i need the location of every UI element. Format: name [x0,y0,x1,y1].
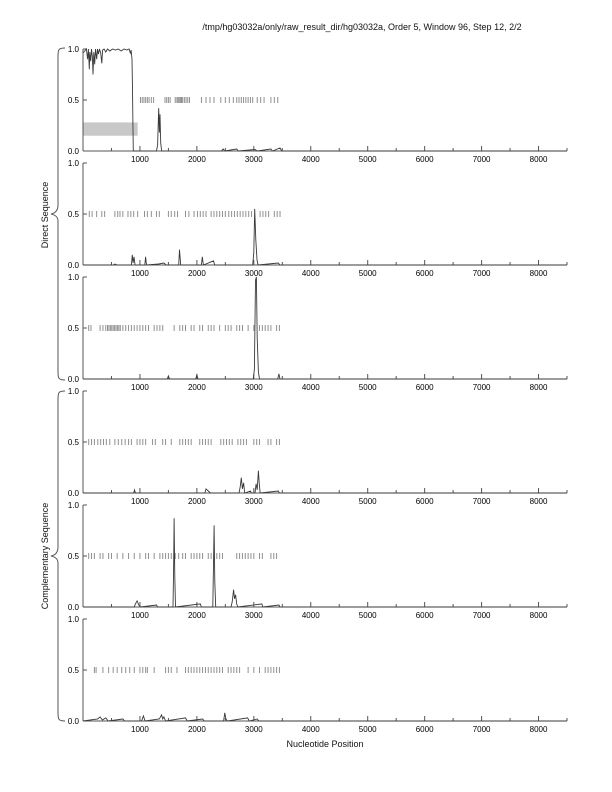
tick-label: 7000 [473,383,491,392]
tick-label: 6000 [416,383,434,392]
tick-label: 0.5 [68,552,80,561]
tick-label: 2000 [188,611,206,620]
tick-label: 5000 [359,611,377,620]
plot-panel-direct-1: 0.0 0.5 1.0 1000 2000 3000 4000 5000 6000 7000 800… [68,45,568,164]
tick-label: 0.5 [68,666,80,675]
tick-label: 1.0 [68,501,80,510]
tick-label: 1.0 [68,387,80,396]
tick-label: 7000 [473,155,491,164]
tick-label: 0.0 [68,603,80,612]
tick-label: 1000 [131,611,149,620]
tick-label: 3000 [245,269,263,278]
tick-label: 2000 [188,725,206,734]
tick-label: 8000 [530,725,548,734]
highlight-band [83,122,138,136]
tick-label: 5000 [359,725,377,734]
tick-label: 7000 [473,725,491,734]
tick-label: 0.0 [68,717,80,726]
tick-label: 0.0 [68,489,80,498]
tick-label: 5000 [359,269,377,278]
tick-label: 0.0 [68,147,80,156]
tick-label: 3000 [245,155,263,164]
tick-label: 7000 [473,497,491,506]
tick-label: 0.5 [68,96,80,105]
tick-label: 4000 [302,611,320,620]
plot-panel-complementary-2: 0.0 0.5 1.0 1000 2000 3000 4000 5000 6000 7000 800… [68,501,568,620]
tick-label: 0.0 [68,261,80,270]
tick-label: 6000 [416,497,434,506]
tick-label: 8000 [530,497,548,506]
score-curve [83,276,567,380]
tick-label: 2000 [188,383,206,392]
tick-label: 5000 [359,155,377,164]
tick-label: 3000 [245,611,263,620]
score-curve [83,208,567,266]
tick-label: 3000 [245,383,263,392]
tick-label: 8000 [530,155,548,164]
tick-label: 8000 [530,383,548,392]
figure-title: /tmp/hg03032a/only/raw_result_dir/hg0303… [202,22,522,32]
complementary-sequence-brace [50,390,68,722]
tick-label: 4000 [302,383,320,392]
tick-label: 7000 [473,611,491,620]
tick-label: 5000 [359,497,377,506]
tick-label: 4000 [302,497,320,506]
tick-label: 7000 [473,269,491,278]
tick-label: 0.0 [68,375,80,384]
plot-panel-direct-2: 0.0 0.5 1.0 1000 2000 3000 4000 5000 6000 7000 800… [68,159,568,278]
tick-label: 2000 [188,497,206,506]
tick-label: 3000 [245,725,263,734]
tick-label: 1.0 [68,615,80,624]
tick-label: 0.5 [68,438,80,447]
tick-label: 4000 [302,155,320,164]
direct-sequence-label: Direct Sequence [40,181,50,249]
tick-label: 1000 [131,383,149,392]
score-curve [83,518,567,608]
tick-label: 4000 [302,725,320,734]
tick-label: 3000 [245,497,263,506]
tick-label: 0.5 [68,324,80,333]
tick-label: 1000 [131,269,149,278]
tick-label: 8000 [530,611,548,620]
tick-label: 1.0 [68,159,80,168]
tick-label: 6000 [416,269,434,278]
tick-label: 1000 [131,155,149,164]
tick-label: 0.5 [68,210,80,219]
score-curve [82,712,567,722]
tick-label: 6000 [416,155,434,164]
tick-label: 5000 [359,383,377,392]
tick-label: 6000 [416,725,434,734]
curly-brace-icon [50,47,66,381]
score-curve [83,470,567,494]
direct-sequence-brace [50,47,68,381]
tick-label: 1000 [131,497,149,506]
tick-label: 2000 [188,269,206,278]
plot-panel-complementary-3: 0.0 0.5 1.0 1000 2000 3000 4000 5000 6000 7000 800… [68,615,568,734]
tick-label: 8000 [530,269,548,278]
score-curve [82,47,567,152]
plot-panel-complementary-1: 0.0 0.5 1.0 1000 2000 3000 4000 5000 6000 7000 800… [68,387,568,506]
tick-label: 4000 [302,269,320,278]
tick-label: 1.0 [68,45,80,54]
tick-label: 1.0 [68,273,80,282]
complementary-sequence-label: Complementary Sequence [40,502,50,610]
plot-panel-direct-3: 0.0 0.5 1.0 1000 2000 3000 4000 5000 6000 7000 800… [68,273,568,392]
tick-label: 2000 [188,155,206,164]
tick-label: 1000 [131,725,149,734]
curly-brace-icon [50,390,66,722]
x-axis-title: Nucleotide Position [286,739,364,749]
tick-label: 6000 [416,611,434,620]
